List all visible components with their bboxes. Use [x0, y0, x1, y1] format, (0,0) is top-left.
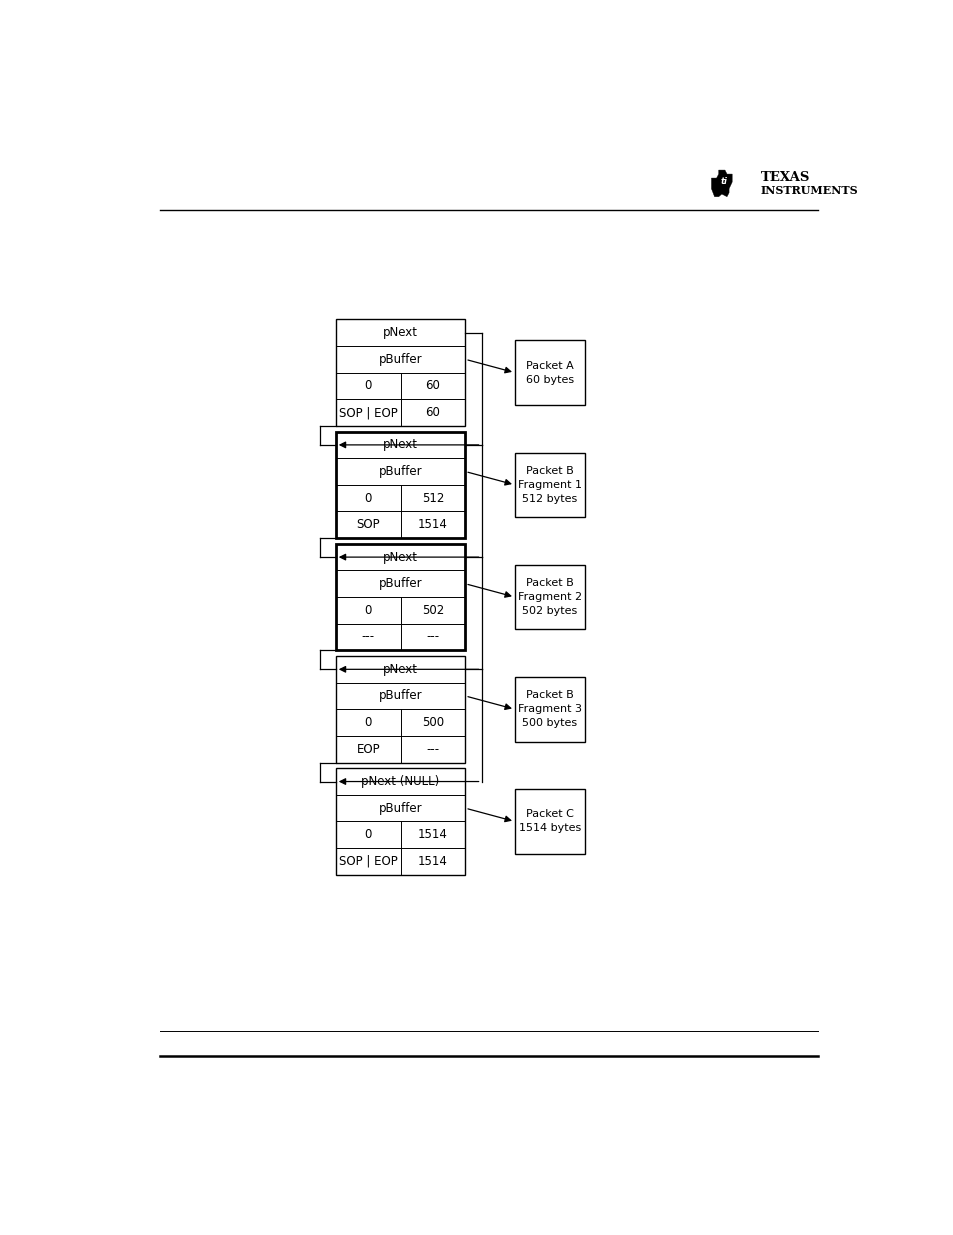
Text: pBuffer: pBuffer — [378, 466, 422, 478]
Text: pNext (NULL): pNext (NULL) — [361, 776, 439, 788]
Text: SOP | EOP: SOP | EOP — [338, 855, 397, 868]
Text: INSTRUMENTS: INSTRUMENTS — [760, 185, 858, 196]
Bar — [335, 543, 465, 651]
Text: pBuffer: pBuffer — [378, 802, 422, 815]
Text: EOP: EOP — [356, 742, 379, 756]
Bar — [515, 789, 584, 853]
Bar — [515, 341, 584, 405]
Text: SOP | EOP: SOP | EOP — [338, 406, 397, 419]
Bar — [515, 452, 584, 517]
Text: pNext: pNext — [383, 326, 417, 340]
Bar — [335, 320, 465, 426]
Text: 1514: 1514 — [417, 855, 447, 868]
Polygon shape — [711, 170, 731, 196]
Text: pNext: pNext — [383, 551, 417, 563]
Bar — [515, 677, 584, 741]
Text: 0: 0 — [364, 716, 372, 729]
Text: 60: 60 — [425, 379, 440, 393]
Text: 0: 0 — [364, 604, 372, 616]
Text: pNext: pNext — [383, 438, 417, 452]
Text: ---: --- — [361, 631, 375, 643]
Text: 1514: 1514 — [417, 519, 447, 531]
Text: pNext: pNext — [383, 663, 417, 676]
Text: pBuffer: pBuffer — [378, 353, 422, 366]
Text: pBuffer: pBuffer — [378, 577, 422, 590]
Bar — [335, 431, 465, 538]
Text: ---: --- — [426, 631, 439, 643]
Text: ti: ti — [720, 177, 727, 186]
Text: Packet B
Fragment 3
500 bytes: Packet B Fragment 3 500 bytes — [517, 690, 581, 729]
Text: Packet C
1514 bytes: Packet C 1514 bytes — [518, 809, 580, 834]
Text: 0: 0 — [364, 829, 372, 841]
Text: 0: 0 — [364, 492, 372, 505]
Text: Packet B
Fragment 2
502 bytes: Packet B Fragment 2 502 bytes — [517, 578, 581, 616]
Text: SOP: SOP — [356, 519, 379, 531]
Bar — [515, 564, 584, 630]
Text: 0: 0 — [364, 379, 372, 393]
Text: 500: 500 — [421, 716, 443, 729]
Text: ---: --- — [426, 742, 439, 756]
Bar — [335, 656, 465, 762]
Text: pBuffer: pBuffer — [378, 689, 422, 703]
Text: TEXAS: TEXAS — [760, 172, 809, 184]
Text: Packet B
Fragment 1
512 bytes: Packet B Fragment 1 512 bytes — [517, 466, 581, 504]
Bar — [335, 768, 465, 874]
Text: ★: ★ — [737, 167, 764, 196]
Text: Packet A
60 bytes: Packet A 60 bytes — [525, 361, 574, 384]
Text: 502: 502 — [421, 604, 443, 616]
Text: 60: 60 — [425, 406, 440, 419]
Text: 1514: 1514 — [417, 829, 447, 841]
Text: 512: 512 — [421, 492, 444, 505]
